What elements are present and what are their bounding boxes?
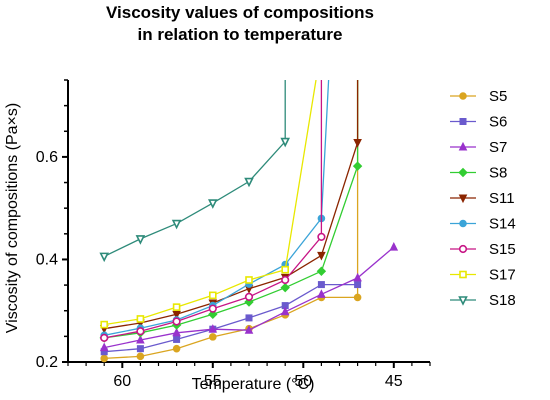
y-axis-label: Viscosity of compositions (Pa×s) (4, 103, 21, 333)
axes: 0.2 0.4 0.6 60 55 50 45 (36, 79, 431, 390)
data-point (281, 275, 290, 285)
legend-marker (458, 167, 468, 178)
x-tick-label: 45 (385, 373, 403, 390)
x-tick-label: 50 (294, 373, 312, 390)
data-point (317, 251, 326, 261)
x-tick-label: 55 (204, 373, 222, 390)
legend-label: S5 (489, 88, 507, 105)
data-point (281, 265, 290, 274)
series-line-s14 (104, 80, 330, 336)
data-point (171, 219, 182, 230)
legend-label: S11 (489, 190, 515, 207)
legend-item-s7: S7 (450, 139, 507, 156)
data-point (136, 352, 145, 361)
legend-item-s5: S5 (450, 88, 507, 105)
legend-item-s15: S15 (450, 241, 516, 258)
legend-item-s6: S6 (450, 114, 507, 131)
x-tick-label: 60 (113, 373, 131, 390)
data-point (208, 309, 218, 320)
data-point (136, 315, 145, 323)
legend-marker (459, 92, 467, 100)
data-point (209, 333, 217, 341)
series-line-s15 (104, 80, 323, 339)
data-point (135, 235, 146, 245)
series-s15 (100, 80, 326, 343)
data-point (245, 276, 253, 284)
series-s7 (99, 242, 399, 352)
chart-title-line-1: Viscosity values of compositions (106, 3, 374, 22)
data-point (244, 325, 254, 334)
data-point (280, 306, 290, 316)
data-point (244, 292, 254, 301)
data-point (354, 281, 362, 289)
legend-item-s17: S17 (450, 267, 516, 284)
legend-label: S17 (489, 267, 516, 284)
chart-title-line-2: in relation to temperature (137, 25, 343, 44)
data-point (352, 161, 363, 171)
legend-marker (458, 244, 468, 254)
data-point (280, 137, 290, 148)
data-point (100, 333, 109, 343)
data-point (172, 303, 181, 311)
legend-item-s18: S18 (450, 292, 516, 309)
legend-marker (458, 194, 468, 204)
legend-marker (459, 270, 467, 279)
data-point (316, 266, 327, 276)
data-point (136, 327, 145, 336)
data-point (245, 314, 253, 322)
data-point (317, 281, 325, 289)
series-s18 (99, 80, 290, 263)
legend-item-s14: S14 (450, 216, 516, 233)
data-point (99, 252, 109, 263)
legend-label: S6 (489, 114, 507, 131)
data-point (136, 334, 145, 344)
legend-label: S8 (489, 165, 507, 182)
legend-label: S18 (489, 292, 516, 309)
data-point (208, 324, 218, 333)
data-point (353, 139, 362, 148)
legend-marker (459, 219, 467, 228)
data-point (208, 304, 217, 313)
legend-item-s8: S8 (450, 165, 507, 182)
data-point (317, 289, 326, 298)
data-point (100, 320, 108, 329)
legend-marker (458, 296, 468, 306)
series-line-s6 (104, 283, 358, 353)
x-axis-label: Temperature (°C) (192, 376, 315, 393)
data-point (244, 177, 254, 188)
y-tick-label: 0.4 (36, 251, 58, 268)
data-point (208, 199, 218, 209)
data-point (353, 293, 362, 302)
legend-marker (458, 141, 468, 151)
plot-area (99, 80, 399, 363)
data-point (209, 291, 217, 300)
data-point (172, 310, 181, 320)
series-s17 (100, 80, 317, 329)
legend-item-s11: S11 (450, 190, 515, 207)
data-point (280, 282, 290, 293)
data-point (317, 232, 326, 241)
legend: S5 S6 S7 S8 S11 S14 S15 S17 S18 (450, 88, 516, 309)
series-line-s11 (104, 80, 359, 330)
data-point (389, 242, 399, 251)
data-point (136, 345, 144, 353)
data-point (172, 327, 181, 337)
data-point (173, 335, 181, 343)
legend-label: S14 (489, 216, 516, 233)
legend-marker (459, 118, 467, 125)
data-point (100, 354, 108, 363)
legend-label: S7 (489, 139, 507, 156)
data-point (172, 317, 181, 326)
series-line-s18 (103, 80, 286, 257)
legend-label: S15 (489, 241, 516, 258)
data-point (353, 272, 362, 282)
y-tick-label: 0.6 (36, 149, 58, 166)
data-point (172, 344, 181, 353)
y-tick-label: 0.2 (36, 354, 58, 371)
data-point (99, 342, 109, 352)
